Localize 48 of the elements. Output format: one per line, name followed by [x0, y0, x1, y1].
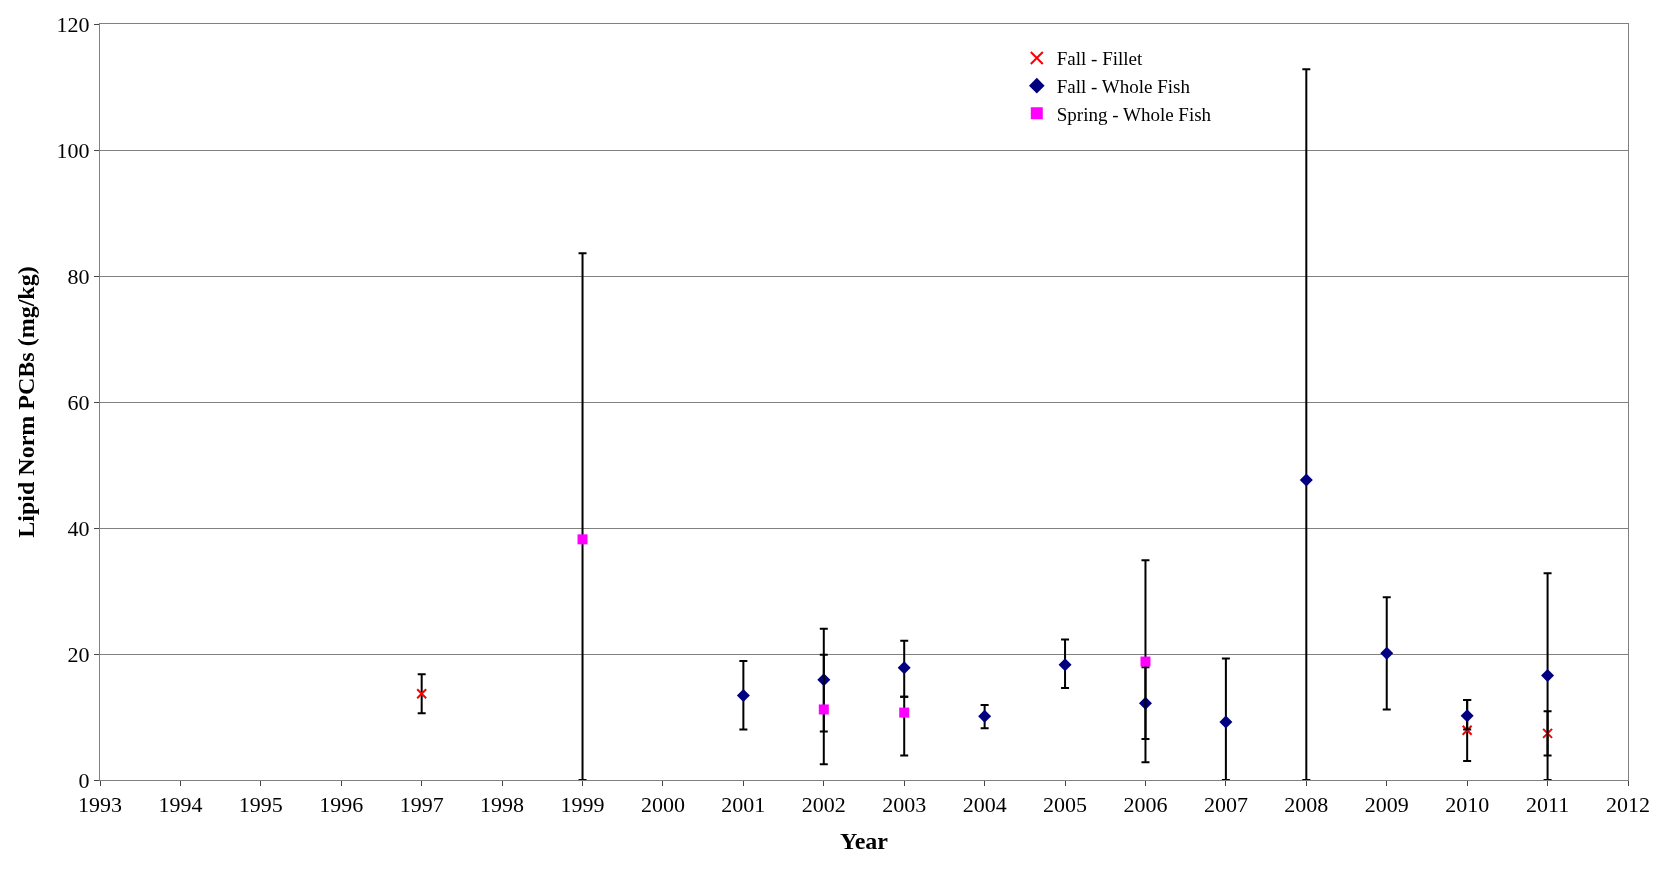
point: [978, 709, 992, 723]
point: [899, 707, 910, 718]
x-tick-label: 1997: [399, 792, 444, 818]
x-tick-label: 2007: [1203, 792, 1248, 818]
point: [1541, 668, 1555, 682]
point: [1542, 727, 1554, 739]
x-tick-label: 2011: [1525, 792, 1570, 818]
x-tick-label: 2009: [1364, 792, 1409, 818]
legend-label: Fall - Fillet: [1056, 48, 1144, 70]
point: [1058, 658, 1072, 672]
x-tick-label: 1993: [78, 792, 122, 818]
x-tick-label: 1995: [238, 792, 283, 818]
y-tick-label: 100: [56, 137, 90, 163]
y-tick-label: 60: [67, 389, 90, 415]
x-tick-label: 1998: [480, 792, 525, 818]
x-tick-label: 2006: [1123, 792, 1168, 818]
x-tick-label: 2012: [1606, 792, 1650, 818]
point: [1461, 724, 1473, 736]
x-tick-label: 2000: [640, 792, 685, 818]
x-tick-label: 2008: [1284, 792, 1329, 818]
legend-label: Fall - Whole Fish: [1056, 76, 1191, 98]
y-tick-label: 20: [67, 641, 90, 667]
x-tick-label: 2005: [1043, 792, 1088, 818]
y-tick-label: 40: [67, 515, 90, 541]
x-tick-label: 1994: [158, 792, 203, 818]
point: [897, 661, 911, 675]
x-tick-label: 1996: [319, 792, 364, 818]
x-tick-label: 2002: [801, 792, 846, 818]
y-axis-title: Lipid Norm PCBs (mg/kg): [12, 266, 39, 538]
point: [1140, 656, 1151, 667]
x-tick-label: 2010: [1445, 792, 1490, 818]
point: [1219, 715, 1233, 729]
point: [416, 688, 428, 700]
y-tick-label: 0: [78, 767, 90, 793]
x-tick-label: 1999: [560, 792, 605, 818]
legend-label: Spring - Whole Fish: [1056, 103, 1212, 125]
point: [1380, 646, 1394, 660]
x-tick-label: 2004: [962, 792, 1007, 818]
point: [818, 704, 829, 715]
x-tick-label: 2003: [882, 792, 927, 818]
y-tick-label: 120: [56, 11, 90, 37]
point: [577, 534, 588, 545]
point: [1460, 709, 1474, 723]
x-tick-label: 2001: [721, 792, 766, 818]
point: [736, 689, 750, 703]
y-tick-label: 80: [67, 263, 90, 289]
point: [1299, 473, 1313, 487]
x-axis-title: Year: [840, 827, 889, 854]
